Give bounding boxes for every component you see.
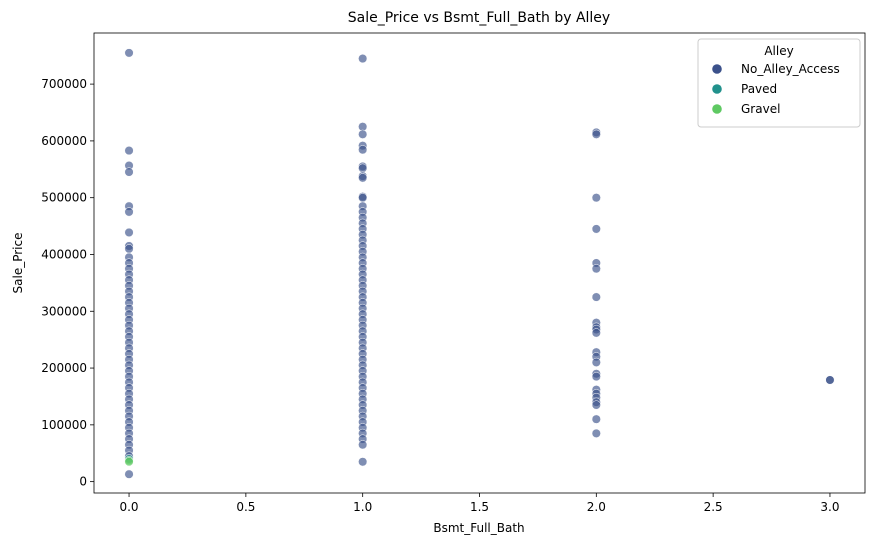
point-no-alley-access <box>358 193 368 203</box>
point-no-alley-access <box>358 54 368 64</box>
legend-marker-paved <box>712 84 722 94</box>
x-tick-label: 3.0 <box>820 500 839 514</box>
point-no-alley-access <box>591 400 601 410</box>
point-no-alley-access <box>825 375 835 385</box>
point-no-alley-access <box>591 292 601 302</box>
y-tick-label: 400000 <box>41 247 87 261</box>
y-tick-label: 200000 <box>41 361 87 375</box>
x-tick-label: 0.5 <box>236 500 255 514</box>
x-axis: 0.0 0.5 1.0 1.5 2.0 2.5 3.0 <box>119 493 840 514</box>
point-no-alley-access <box>591 193 601 203</box>
point-no-alley-access <box>358 145 368 155</box>
point-no-alley-access <box>591 372 601 382</box>
legend-marker-no-alley-access <box>712 64 722 74</box>
points-layer <box>124 48 835 479</box>
point-no-alley-access <box>591 129 601 139</box>
y-axis: 0 100000 200000 300000 400000 500000 600000 700… <box>41 77 94 489</box>
point-no-alley-access <box>124 469 134 479</box>
point-no-alley-access <box>124 167 134 177</box>
point-no-alley-access <box>591 264 601 274</box>
point-no-alley-access <box>591 414 601 424</box>
legend-marker-gravel <box>712 104 722 114</box>
y-tick-label: 100000 <box>41 418 87 432</box>
legend-frame <box>697 38 861 128</box>
y-tick-label: 300000 <box>41 304 87 318</box>
point-no-alley-access <box>124 207 134 217</box>
legend-label-paved: Paved <box>741 82 777 96</box>
y-tick-label: 0 <box>79 475 87 489</box>
legend-label-gravel: Gravel <box>741 102 780 116</box>
legend-label-no-alley-access: No_Alley_Access <box>741 62 840 76</box>
point-no-alley-access <box>591 428 601 438</box>
point-no-alley-access <box>124 227 134 238</box>
x-tick-label: 1.0 <box>353 500 372 514</box>
point-no-alley-access <box>358 122 368 132</box>
x-tick-label: 0.0 <box>119 500 138 514</box>
x-tick-label: 2.0 <box>587 500 606 514</box>
legend-items: No_Alley_Access Paved Gravel <box>712 62 840 116</box>
point-no-alley-access <box>358 173 368 183</box>
point-no-alley-access <box>591 224 601 234</box>
y-axis-label: Sale_Price <box>11 233 25 294</box>
y-tick-label: 600000 <box>41 134 87 148</box>
x-tick-label: 2.5 <box>704 500 723 514</box>
legend: Alley No_Alley_Access Paved Gravel <box>697 38 861 128</box>
point-no-alley-access <box>358 440 368 450</box>
legend-title: Alley <box>764 44 793 58</box>
y-tick-label: 700000 <box>41 77 87 91</box>
point-no-alley-access <box>358 129 368 139</box>
point-no-alley-access <box>124 48 134 58</box>
point-no-alley-access <box>591 328 601 338</box>
point-no-alley-access <box>358 163 368 173</box>
chart-title: Sale_Price vs Bsmt_Full_Bath by Alley <box>348 10 610 26</box>
x-axis-label: Bsmt_Full_Bath <box>433 521 524 535</box>
y-tick-label: 500000 <box>41 191 87 205</box>
point-no-alley-access <box>358 457 368 467</box>
point-gravel <box>124 457 134 467</box>
point-no-alley-access <box>124 146 134 156</box>
point-no-alley-access <box>124 244 134 254</box>
point-no-alley-access <box>591 357 601 367</box>
x-tick-label: 1.5 <box>470 500 489 514</box>
